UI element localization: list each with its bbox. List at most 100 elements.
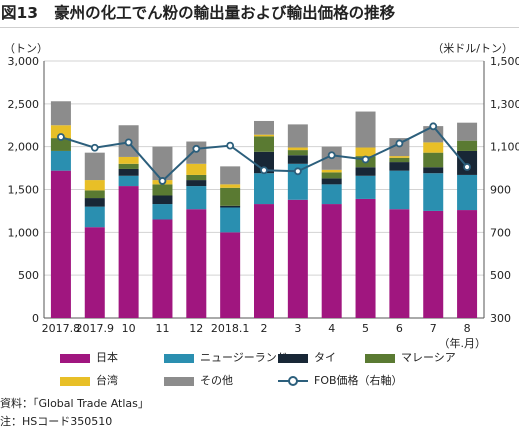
legend-line-marker [278,374,308,388]
left-tick-label: 0 [32,312,39,325]
right-tick-label: 900 [490,184,511,197]
bar-other-0 [50,101,71,126]
legend-item-taiwan: 台湾 [60,374,118,388]
legend-item-other: その他 [164,374,233,388]
x-tick-label: 10 [122,322,136,335]
bar-taiwan-2 [118,156,139,164]
bar-other-6 [254,120,274,135]
bar-nz-12 [457,174,478,211]
bar-thailand-9 [355,167,376,176]
bar-malaysia-6 [254,136,274,152]
bar-thailand-6 [254,151,274,174]
bar-thailand-8 [321,178,342,185]
legend-item-malaysia: マレーシア [365,351,456,365]
bar-nz-2 [118,175,139,187]
right-tick-label: 700 [490,226,511,239]
fob-point-0 [57,133,65,141]
bar-malaysia-11 [423,152,444,168]
bar-malaysia-1 [84,190,105,199]
bar-thailand-12 [457,150,478,175]
x-tick-label: 7 [430,322,437,335]
bar-taiwan-9 [355,147,376,157]
left-tick-label: 500 [18,269,39,282]
bar-other-3 [152,146,173,181]
legend-label-thailand: タイ [314,351,336,364]
x-tick-label: 3 [294,322,301,335]
bar-malaysia-10 [389,157,410,163]
legend-swatch-japan [60,353,90,363]
bar-taiwan-8 [321,169,342,173]
x-tick-label: 12 [189,322,203,335]
bar-japan-12 [457,210,478,318]
fob-point-12 [463,163,471,171]
bar-other-12 [457,122,478,141]
bar-other-5 [220,166,241,185]
bar-japan-8 [321,204,342,318]
bar-taiwan-0 [50,125,71,139]
legend-swatch-other [164,376,194,386]
x-axis-unit: （年.月） [439,336,487,350]
fob-point-9 [361,155,370,164]
source-note: 資料：「Global Trade Atlas」 [0,397,149,410]
bar-nz-3 [152,204,173,220]
bar-thailand-10 [389,162,410,171]
legend-item-thailand: タイ [278,351,336,365]
bar-taiwan-4 [186,163,207,175]
bar-japan-5 [220,232,241,318]
legend-label-japan: 日本 [96,351,118,364]
bar-japan-4 [186,209,207,318]
bar-malaysia-4 [186,174,207,181]
fob-point-8 [327,151,336,160]
title-divider [0,27,519,28]
fob-point-4 [192,144,201,153]
right-axis-unit: （米ドル/トン） [432,42,513,55]
fob-point-2 [124,138,133,147]
left-tick-label: 3,000 [8,55,40,68]
left-tick-label: 2,500 [8,98,40,111]
right-tick-label: 1,100 [490,141,519,154]
legend-swatch-thailand [278,353,308,363]
fob-point-3 [158,177,167,185]
right-tick-label: 1,300 [490,98,519,111]
bar-malaysia-12 [457,140,478,151]
bar-nz-0 [50,150,71,171]
bar-malaysia-3 [152,184,173,196]
fob-point-11 [429,122,438,131]
bar-taiwan-5 [220,184,241,188]
bar-malaysia-7 [287,150,308,156]
left-tick-label: 2,000 [8,141,40,154]
legend-label-other: その他 [200,374,233,387]
x-tick-label: 6 [396,322,403,335]
bar-japan-10 [389,209,410,318]
bar-thailand-11 [423,167,444,174]
bar-malaysia-8 [321,172,342,179]
fob-point-7 [293,167,302,176]
bar-japan-2 [118,186,139,318]
fob-point-5 [226,141,235,150]
legend-label-taiwan: 台湾 [96,374,118,387]
bar-thailand-3 [152,195,173,205]
bar-nz-4 [186,186,207,210]
x-tick-label: 5 [362,322,369,335]
x-tick-label: 2018.1 [211,322,250,335]
hs-code-note: 注：HSコード350510 [0,415,113,428]
figure-title: 豪州の化工でん粉の輸出量および輸出価格の推移 [54,4,396,22]
bar-other-9 [355,111,376,148]
legend-swatch-nz [164,353,194,363]
bar-japan-9 [355,198,376,318]
legend-swatch-taiwan [60,376,90,386]
bar-malaysia-2 [118,163,139,169]
chart-title: 図13 豪州の化工でん粉の輸出量および輸出価格の推移 [0,0,519,26]
x-tick-label: 2 [261,322,268,335]
bar-japan-11 [423,210,444,318]
bar-taiwan-7 [287,147,308,151]
bar-malaysia-5 [220,187,241,206]
fob-point-1 [90,143,99,152]
bar-japan-7 [287,199,308,318]
bar-nz-8 [321,184,342,205]
right-tick-label: 300 [490,312,511,325]
bar-other-7 [287,124,308,148]
bar-thailand-5 [220,205,241,208]
bar-japan-3 [152,219,173,318]
